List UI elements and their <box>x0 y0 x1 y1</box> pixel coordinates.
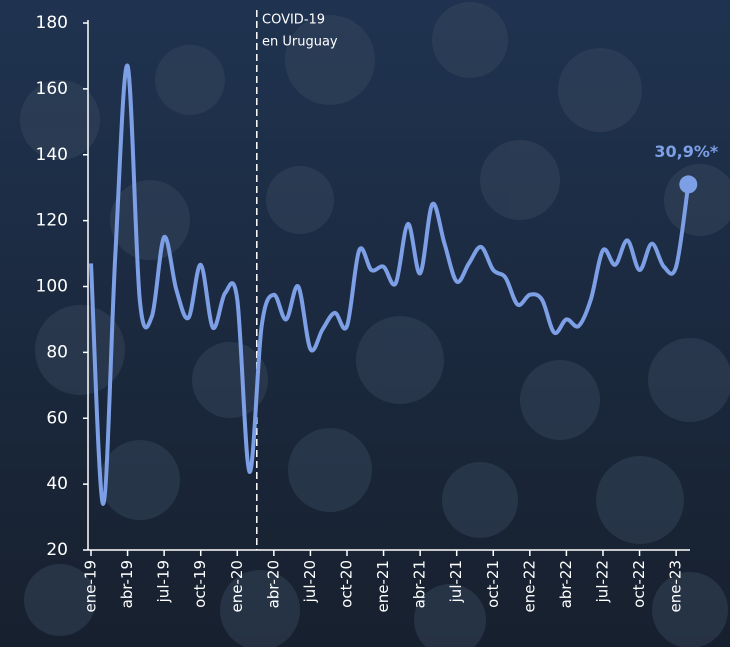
x-tick-label: jul-21 <box>447 560 465 603</box>
end-label: 30,9%* <box>654 142 719 161</box>
x-tick-label: ene-22 <box>520 560 538 612</box>
y-tick-label: 80 <box>46 342 68 362</box>
y-tick-label: 40 <box>46 474 68 494</box>
y-tick-label: 160 <box>36 79 68 99</box>
x-tick-label: oct-19 <box>191 560 209 608</box>
x-tick-label: oct-22 <box>630 560 648 608</box>
y-tick-label: 120 <box>36 211 68 231</box>
background-logs <box>20 2 730 647</box>
x-tick-label: jul-19 <box>155 560 173 603</box>
annotation: en Uruguay <box>262 35 338 50</box>
data-line <box>89 63 691 506</box>
x-tick-label: oct-21 <box>484 560 502 608</box>
x-tick-label: oct-20 <box>337 560 355 608</box>
x-tick-label: jul-22 <box>593 560 611 603</box>
y-tick-label: 180 <box>36 13 68 33</box>
x-tick-label: jul-20 <box>301 560 319 603</box>
x-tick-label: ene-20 <box>228 560 246 612</box>
x-tick-label: ene-23 <box>667 560 685 612</box>
y-tick-label: 20 <box>46 540 68 560</box>
y-tick-label: 60 <box>46 408 68 428</box>
x-tick-label: abr-20 <box>264 560 282 608</box>
x-tick-label: abr-22 <box>557 560 575 608</box>
x-tick-label: ene-21 <box>374 560 392 612</box>
y-tick-label: 100 <box>36 277 68 297</box>
x-tick-label: abr-21 <box>411 560 429 608</box>
x-tick-label: abr-19 <box>118 560 136 608</box>
x-tick-label: ene-19 <box>82 560 100 612</box>
annotation: COVID-19 <box>262 13 325 28</box>
y-tick-label: 140 <box>36 145 68 165</box>
end-point <box>679 175 698 194</box>
